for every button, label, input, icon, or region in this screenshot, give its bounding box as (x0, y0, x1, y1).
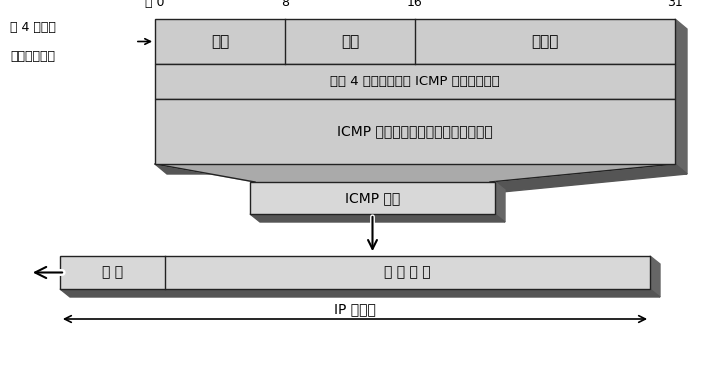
Text: 代码: 代码 (341, 34, 359, 49)
Polygon shape (155, 164, 675, 182)
Text: 前 4 个字节: 前 4 个字节 (10, 21, 56, 34)
Text: ICMP 报文: ICMP 报文 (345, 191, 400, 205)
Text: ICMP 的数据部分（长度取决于类型）: ICMP 的数据部分（长度取决于类型） (337, 125, 493, 138)
Bar (155, 19, 675, 64)
Text: 16: 16 (407, 0, 423, 9)
Text: 是统一的格式: 是统一的格式 (10, 49, 55, 62)
Polygon shape (495, 182, 505, 222)
Text: 检验和: 检验和 (531, 34, 559, 49)
Bar (155, 99, 675, 164)
Polygon shape (650, 256, 660, 297)
Polygon shape (255, 182, 502, 192)
Polygon shape (490, 164, 687, 192)
Text: 31: 31 (667, 0, 683, 9)
Text: （这 4 个字节取决于 ICMP 报文的类型）: （这 4 个字节取决于 ICMP 报文的类型） (330, 75, 500, 88)
Text: 侍 0: 侍 0 (146, 0, 165, 9)
Polygon shape (60, 289, 660, 297)
Bar (60, 256, 650, 289)
Text: 类型: 类型 (211, 34, 229, 49)
Polygon shape (675, 19, 687, 174)
Text: IP 数据报: IP 数据报 (334, 302, 376, 316)
Bar (155, 64, 675, 99)
Text: 首 部: 首 部 (102, 266, 123, 279)
Bar (250, 182, 495, 214)
Polygon shape (250, 214, 505, 222)
Text: 8: 8 (281, 0, 289, 9)
Text: 数 据 部 分: 数 据 部 分 (384, 266, 431, 279)
Polygon shape (155, 164, 687, 174)
